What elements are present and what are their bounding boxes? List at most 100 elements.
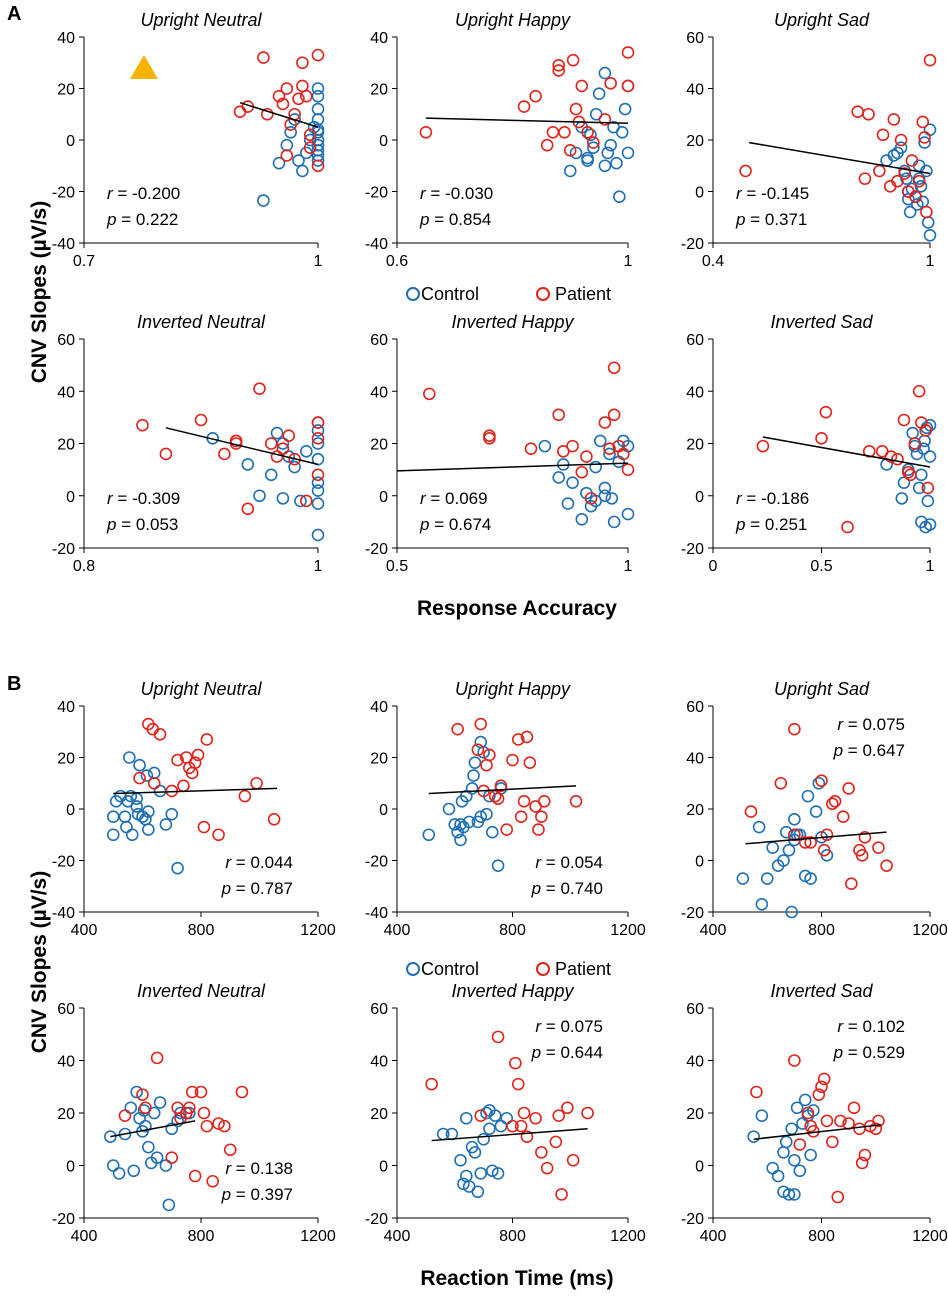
patient-point bbox=[621, 46, 635, 59]
patient-point bbox=[197, 820, 211, 834]
control-point bbox=[782, 1188, 796, 1201]
control-point bbox=[903, 205, 917, 219]
chart-upright-sad: -20 0 20 40 60 400 800 1200 Upright Sad r = 0.075… bbox=[681, 679, 948, 939]
y-tick-label: 40 bbox=[686, 1054, 704, 1071]
patient-point bbox=[894, 133, 908, 147]
control-point bbox=[241, 458, 255, 471]
control-point bbox=[311, 484, 325, 497]
patient-point bbox=[250, 776, 263, 790]
x-tick-label: 1 bbox=[314, 253, 323, 270]
patient-point bbox=[150, 1051, 164, 1065]
patient-point bbox=[909, 190, 922, 203]
control-point bbox=[112, 1167, 126, 1180]
stat-r: r = 0.075 bbox=[535, 1017, 603, 1036]
y-axis-label: CNV Slopes (µV/s) bbox=[28, 871, 51, 1053]
y-tick-label: 40 bbox=[370, 699, 388, 716]
patient-point bbox=[774, 776, 788, 790]
patient-point bbox=[884, 450, 898, 463]
control-point bbox=[457, 1177, 470, 1191]
control-point bbox=[575, 512, 589, 526]
patient-point bbox=[858, 831, 872, 844]
control-point bbox=[788, 1153, 801, 1167]
control-point bbox=[771, 1169, 785, 1183]
chart-inverted-sad: -20 0 20 40 60 400 800 1200 Inverted Sad r = 0.10… bbox=[681, 981, 948, 1245]
chart-title: Inverted Happy bbox=[451, 981, 574, 1001]
patient-point bbox=[621, 463, 635, 476]
patient-point bbox=[311, 48, 325, 62]
y-tick-label: 20 bbox=[686, 1106, 704, 1123]
control-point bbox=[755, 897, 769, 911]
patient-point bbox=[566, 53, 580, 67]
patient-point bbox=[282, 429, 296, 442]
control-point bbox=[785, 1122, 798, 1136]
control-point bbox=[311, 89, 325, 103]
control-point bbox=[621, 146, 635, 160]
x-axis-label: Reaction Time (ms) bbox=[420, 1267, 613, 1290]
patient-point bbox=[552, 59, 566, 72]
patient-point bbox=[267, 812, 281, 826]
patient-point bbox=[855, 849, 869, 862]
control-point bbox=[798, 1093, 812, 1107]
stat-p: p = 0.647 bbox=[833, 741, 905, 760]
control-point bbox=[804, 872, 817, 885]
control-point bbox=[587, 141, 600, 155]
y-tick-label: 60 bbox=[370, 332, 388, 349]
y-tick-label: 20 bbox=[686, 802, 704, 819]
patient-point bbox=[557, 445, 570, 458]
chart-upright-sad: -20 0 20 40 60 0.4 1 Upright Sad r = -0.145 p = 0… bbox=[681, 10, 937, 270]
control-point bbox=[736, 872, 750, 885]
patient-point bbox=[191, 748, 205, 762]
control-point bbox=[897, 476, 911, 489]
x-tick-label: 1200 bbox=[610, 1228, 646, 1245]
control-point bbox=[566, 476, 579, 489]
patient-point bbox=[817, 843, 831, 857]
patient-point bbox=[276, 442, 290, 456]
x-tick-label: 1 bbox=[624, 558, 633, 575]
patient-point bbox=[524, 442, 538, 456]
patient-point bbox=[425, 1077, 438, 1091]
patient-point bbox=[218, 1119, 231, 1133]
patient-point bbox=[147, 776, 161, 790]
y-tick-label: 40 bbox=[57, 384, 75, 401]
y-tick-label: 40 bbox=[57, 699, 75, 716]
patient-point bbox=[905, 154, 919, 167]
control-point bbox=[124, 789, 138, 803]
chart-upright-happy: -40 -20 0 20 40 0.6 1 Upright Happy r = -0.030 p … bbox=[365, 10, 635, 270]
patient-point bbox=[828, 794, 842, 808]
patient-point bbox=[241, 502, 255, 516]
patient-point bbox=[817, 1072, 831, 1086]
control-point bbox=[142, 823, 155, 836]
patient-point bbox=[523, 756, 537, 769]
patient-point bbox=[532, 823, 545, 836]
patient-point bbox=[561, 1101, 574, 1115]
patient-point bbox=[535, 1146, 548, 1159]
stat-p: p = 0.529 bbox=[833, 1043, 905, 1062]
patient-point bbox=[581, 1106, 594, 1120]
control-point bbox=[468, 1146, 482, 1159]
patient-point bbox=[238, 789, 252, 803]
control-point bbox=[294, 494, 307, 508]
control-point bbox=[477, 1132, 490, 1146]
control-point bbox=[755, 1109, 769, 1122]
stat-p: p = 0.371 bbox=[735, 210, 807, 229]
chart-title: Upright Neutral bbox=[140, 10, 262, 30]
patient-point bbox=[580, 450, 593, 463]
x-tick-label: 1200 bbox=[912, 1228, 948, 1245]
regression-line bbox=[110, 1120, 196, 1138]
x-tick-label: 800 bbox=[808, 1228, 835, 1245]
control-point bbox=[288, 460, 301, 474]
control-point bbox=[782, 843, 796, 857]
chart-upright-neutral: -40 -20 0 20 40 0.7 1 Upright Neutral r = -0.200… bbox=[52, 10, 325, 270]
chart-title: Upright Sad bbox=[774, 679, 870, 699]
patient-point bbox=[853, 1122, 866, 1136]
control-point bbox=[598, 159, 612, 173]
patient-point bbox=[270, 450, 284, 463]
control-point bbox=[311, 424, 325, 437]
control-point bbox=[494, 782, 508, 795]
patient-point bbox=[303, 128, 317, 142]
control-point bbox=[598, 66, 612, 80]
y-tick-label: 0 bbox=[66, 802, 75, 819]
patient-point bbox=[517, 1106, 531, 1120]
patient-point bbox=[517, 794, 531, 808]
